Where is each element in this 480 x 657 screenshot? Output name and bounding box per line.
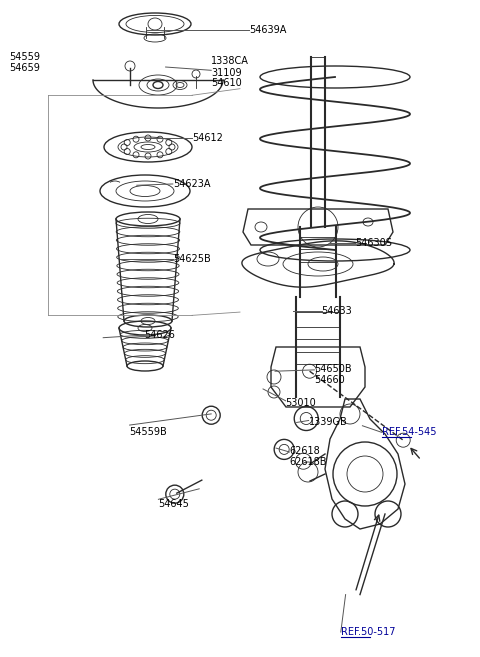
Text: 54559
54659: 54559 54659: [10, 52, 41, 73]
Text: 54650B
54660: 54650B 54660: [314, 364, 352, 385]
Text: 53010: 53010: [286, 398, 316, 409]
Text: 54630S: 54630S: [355, 238, 392, 248]
Text: REF.50-517: REF.50-517: [341, 627, 396, 637]
Text: 1339GB: 1339GB: [309, 417, 348, 428]
Text: 54623A: 54623A: [173, 179, 210, 189]
Text: REF.54-545: REF.54-545: [382, 427, 436, 438]
Text: 54610: 54610: [211, 78, 242, 89]
Text: 54559B: 54559B: [130, 426, 168, 437]
Text: 54625B: 54625B: [173, 254, 211, 264]
Text: 62618
62618B: 62618 62618B: [289, 446, 327, 467]
Text: 54626: 54626: [144, 330, 175, 340]
Text: 54645: 54645: [158, 499, 189, 509]
Text: 54639A: 54639A: [250, 24, 287, 35]
Text: 1338CA
31109: 1338CA 31109: [211, 57, 249, 78]
Text: 54633: 54633: [322, 306, 352, 316]
Text: 54612: 54612: [192, 133, 223, 143]
